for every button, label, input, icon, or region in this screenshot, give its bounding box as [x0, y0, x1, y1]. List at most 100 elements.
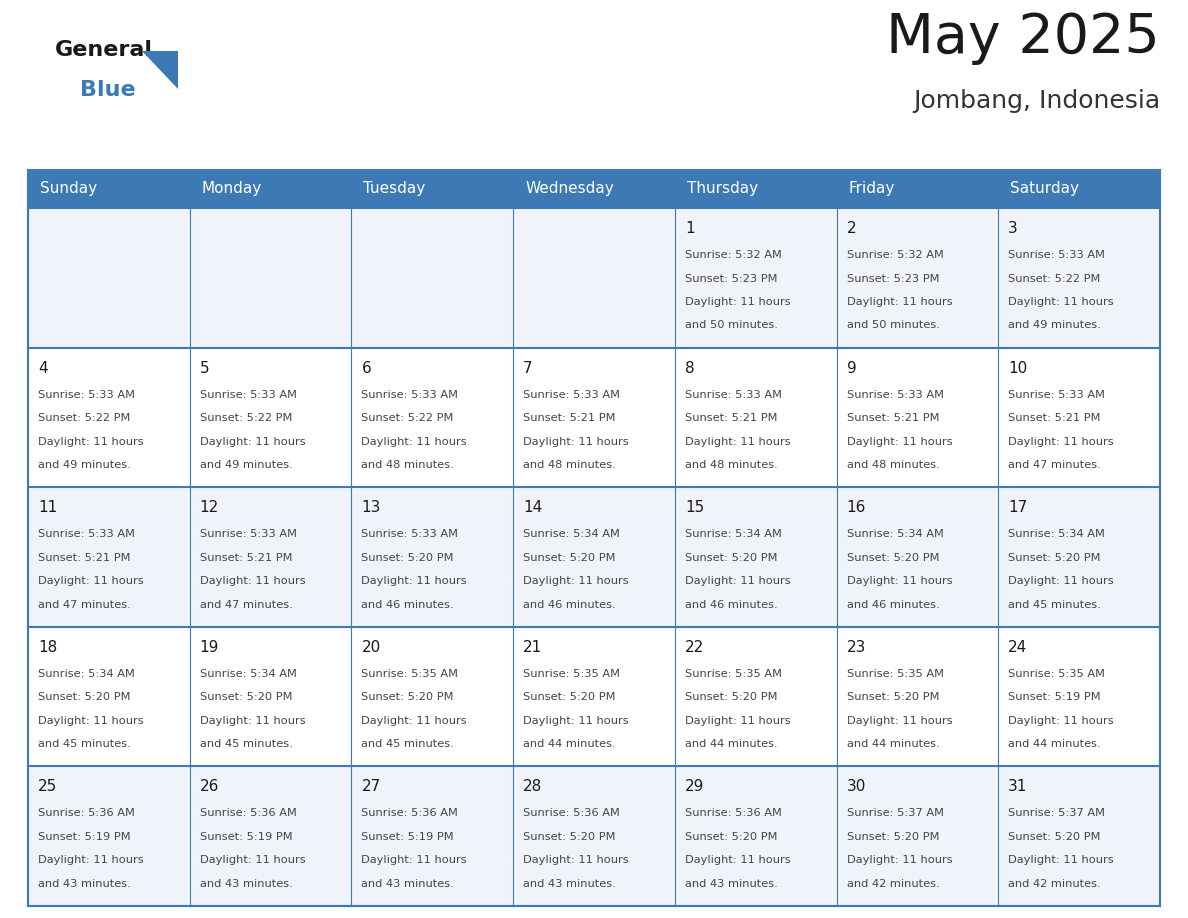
Text: Sunrise: 5:37 AM: Sunrise: 5:37 AM: [847, 809, 943, 819]
Text: Sunset: 5:20 PM: Sunset: 5:20 PM: [684, 832, 777, 842]
Text: and 47 minutes.: and 47 minutes.: [38, 599, 131, 610]
Text: Wednesday: Wednesday: [525, 182, 614, 196]
Text: Sunrise: 5:32 AM: Sunrise: 5:32 AM: [847, 250, 943, 260]
Bar: [29, 170, 1159, 208]
Text: and 43 minutes.: and 43 minutes.: [38, 879, 131, 889]
Text: Daylight: 11 hours: Daylight: 11 hours: [847, 577, 953, 587]
Text: Saturday: Saturday: [1010, 182, 1079, 196]
Text: Sunrise: 5:36 AM: Sunrise: 5:36 AM: [523, 809, 620, 819]
Bar: [836, 767, 998, 906]
Text: Daylight: 11 hours: Daylight: 11 hours: [1009, 856, 1114, 866]
Text: and 48 minutes.: and 48 minutes.: [684, 460, 778, 470]
Text: and 46 minutes.: and 46 minutes.: [684, 599, 777, 610]
Text: Daylight: 11 hours: Daylight: 11 hours: [684, 856, 790, 866]
Text: Thursday: Thursday: [687, 182, 758, 196]
Text: and 46 minutes.: and 46 minutes.: [847, 599, 940, 610]
Text: Daylight: 11 hours: Daylight: 11 hours: [523, 716, 628, 726]
Text: and 46 minutes.: and 46 minutes.: [523, 599, 615, 610]
Text: and 42 minutes.: and 42 minutes.: [847, 879, 940, 889]
Text: General: General: [55, 40, 153, 60]
Bar: [513, 487, 675, 627]
Text: 17: 17: [1009, 500, 1028, 515]
Text: Daylight: 11 hours: Daylight: 11 hours: [361, 716, 467, 726]
Bar: [513, 348, 675, 487]
Text: Sunset: 5:20 PM: Sunset: 5:20 PM: [1009, 553, 1101, 563]
Text: Sunrise: 5:35 AM: Sunrise: 5:35 AM: [847, 669, 943, 678]
Text: Daylight: 11 hours: Daylight: 11 hours: [38, 856, 144, 866]
Text: Sunset: 5:20 PM: Sunset: 5:20 PM: [523, 553, 615, 563]
Text: 26: 26: [200, 779, 219, 794]
Text: 6: 6: [361, 361, 371, 375]
Text: and 45 minutes.: and 45 minutes.: [38, 739, 131, 749]
Text: Daylight: 11 hours: Daylight: 11 hours: [1009, 716, 1114, 726]
Text: Sunset: 5:20 PM: Sunset: 5:20 PM: [361, 692, 454, 702]
Text: Jombang, Indonesia: Jombang, Indonesia: [912, 89, 1159, 113]
Text: 19: 19: [200, 640, 219, 655]
Bar: [675, 627, 836, 767]
Text: 7: 7: [523, 361, 532, 375]
Text: and 45 minutes.: and 45 minutes.: [361, 739, 454, 749]
Text: Sunrise: 5:33 AM: Sunrise: 5:33 AM: [361, 529, 459, 539]
Text: Daylight: 11 hours: Daylight: 11 hours: [523, 437, 628, 446]
Text: and 47 minutes.: and 47 minutes.: [1009, 460, 1101, 470]
Text: 3: 3: [1009, 221, 1018, 236]
Text: Sunset: 5:20 PM: Sunset: 5:20 PM: [523, 692, 615, 702]
Text: 28: 28: [523, 779, 543, 794]
Text: Daylight: 11 hours: Daylight: 11 hours: [847, 297, 953, 307]
Text: and 48 minutes.: and 48 minutes.: [847, 460, 940, 470]
Text: Daylight: 11 hours: Daylight: 11 hours: [200, 437, 305, 446]
Text: 10: 10: [1009, 361, 1028, 375]
Text: and 49 minutes.: and 49 minutes.: [1009, 320, 1101, 330]
Bar: [513, 767, 675, 906]
Text: 2: 2: [847, 221, 857, 236]
Text: Sunrise: 5:35 AM: Sunrise: 5:35 AM: [1009, 669, 1105, 678]
Text: 8: 8: [684, 361, 695, 375]
Bar: [836, 348, 998, 487]
Text: and 44 minutes.: and 44 minutes.: [1009, 739, 1101, 749]
Text: 11: 11: [38, 500, 57, 515]
Text: Sunset: 5:22 PM: Sunset: 5:22 PM: [38, 413, 131, 423]
Text: Daylight: 11 hours: Daylight: 11 hours: [847, 856, 953, 866]
Text: Sunset: 5:20 PM: Sunset: 5:20 PM: [523, 832, 615, 842]
Text: Sunrise: 5:33 AM: Sunrise: 5:33 AM: [523, 389, 620, 399]
Text: Sunset: 5:20 PM: Sunset: 5:20 PM: [361, 553, 454, 563]
Text: Tuesday: Tuesday: [364, 182, 425, 196]
Text: Sunrise: 5:34 AM: Sunrise: 5:34 AM: [38, 669, 135, 678]
Text: May 2025: May 2025: [886, 11, 1159, 65]
Text: Sunset: 5:19 PM: Sunset: 5:19 PM: [200, 832, 292, 842]
Text: Daylight: 11 hours: Daylight: 11 hours: [361, 437, 467, 446]
Text: Sunrise: 5:36 AM: Sunrise: 5:36 AM: [38, 809, 135, 819]
Text: Sunrise: 5:35 AM: Sunrise: 5:35 AM: [361, 669, 459, 678]
Text: Sunrise: 5:33 AM: Sunrise: 5:33 AM: [847, 389, 943, 399]
Text: and 42 minutes.: and 42 minutes.: [1009, 879, 1101, 889]
Text: Sunrise: 5:37 AM: Sunrise: 5:37 AM: [1009, 809, 1105, 819]
Text: Sunset: 5:20 PM: Sunset: 5:20 PM: [684, 692, 777, 702]
Text: Blue: Blue: [80, 80, 135, 100]
Text: 27: 27: [361, 779, 380, 794]
Text: Daylight: 11 hours: Daylight: 11 hours: [847, 716, 953, 726]
Bar: [29, 627, 190, 767]
Text: Daylight: 11 hours: Daylight: 11 hours: [361, 577, 467, 587]
Text: Sunset: 5:20 PM: Sunset: 5:20 PM: [847, 832, 939, 842]
Bar: [836, 627, 998, 767]
Text: Sunrise: 5:34 AM: Sunrise: 5:34 AM: [523, 529, 620, 539]
Text: and 45 minutes.: and 45 minutes.: [200, 739, 292, 749]
Text: 23: 23: [847, 640, 866, 655]
Text: and 50 minutes.: and 50 minutes.: [684, 320, 778, 330]
Text: Daylight: 11 hours: Daylight: 11 hours: [200, 577, 305, 587]
Text: Daylight: 11 hours: Daylight: 11 hours: [684, 716, 790, 726]
Text: and 43 minutes.: and 43 minutes.: [523, 879, 615, 889]
Bar: [998, 767, 1159, 906]
Text: 22: 22: [684, 640, 704, 655]
Bar: [513, 627, 675, 767]
Text: Sunset: 5:21 PM: Sunset: 5:21 PM: [38, 553, 131, 563]
Text: Sunset: 5:20 PM: Sunset: 5:20 PM: [847, 553, 939, 563]
Text: Sunset: 5:21 PM: Sunset: 5:21 PM: [1009, 413, 1101, 423]
Bar: [352, 767, 513, 906]
Bar: [998, 627, 1159, 767]
Text: Daylight: 11 hours: Daylight: 11 hours: [200, 716, 305, 726]
Text: and 45 minutes.: and 45 minutes.: [1009, 599, 1101, 610]
Text: Sunrise: 5:35 AM: Sunrise: 5:35 AM: [684, 669, 782, 678]
Bar: [675, 767, 836, 906]
Text: Sunrise: 5:33 AM: Sunrise: 5:33 AM: [1009, 250, 1105, 260]
